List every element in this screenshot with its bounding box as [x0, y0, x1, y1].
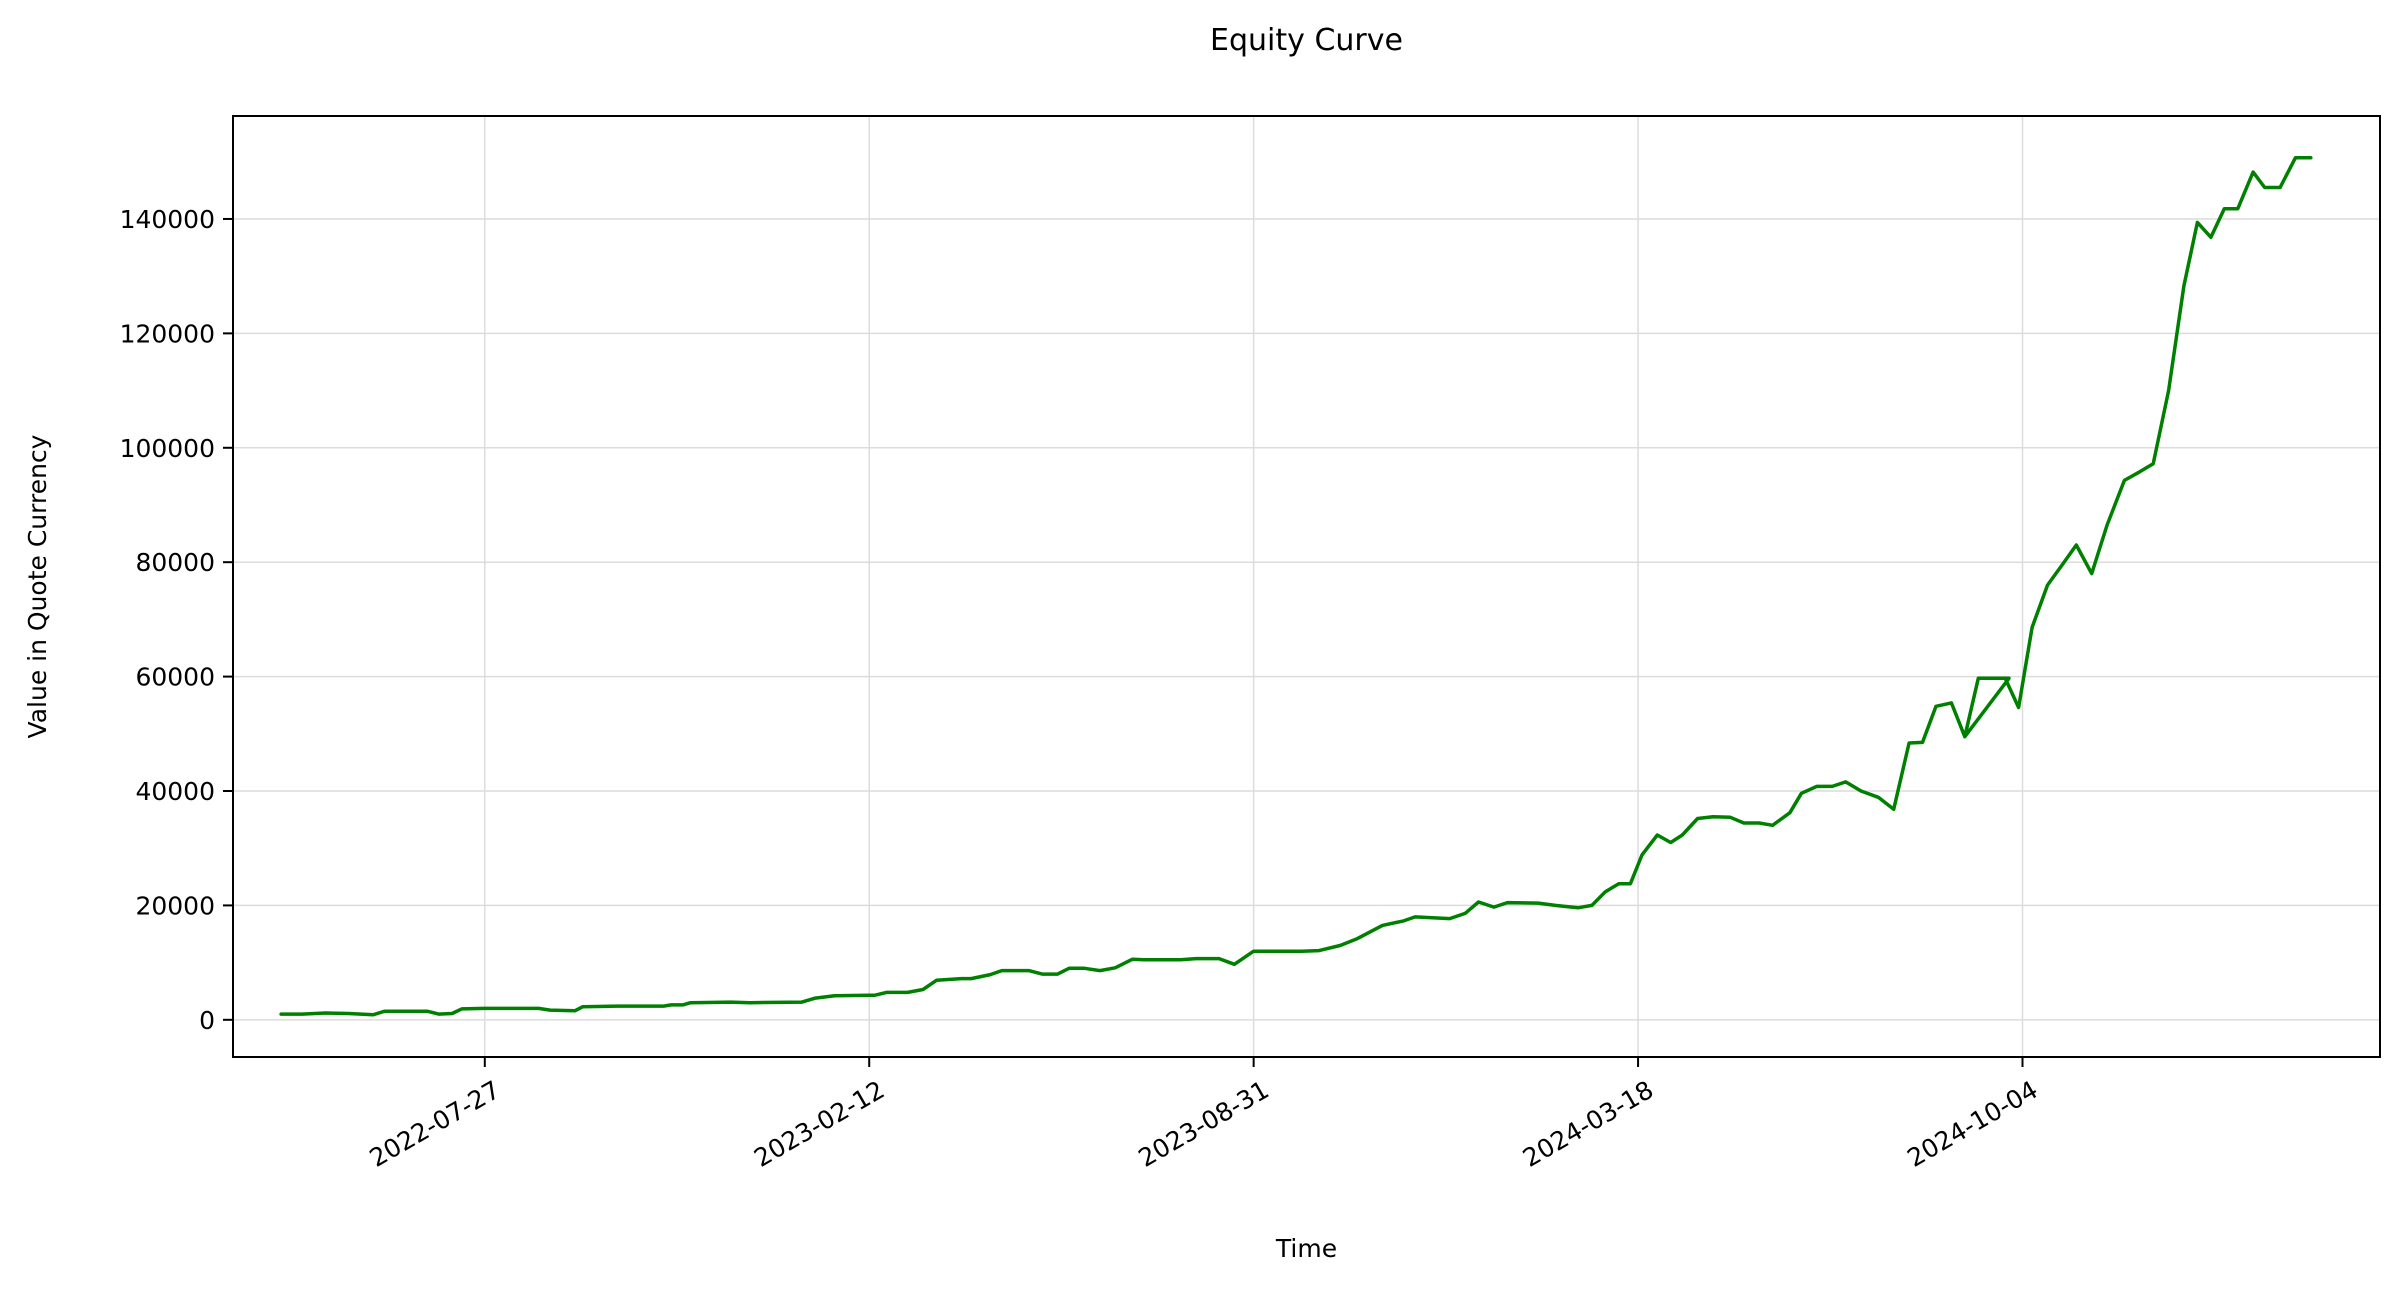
equity-line [279, 156, 2313, 1017]
y-tick-label: 40000 [135, 777, 215, 806]
plot-frame [232, 115, 2381, 1058]
plot-series [279, 156, 2313, 1017]
y-tick-label: 80000 [135, 548, 215, 577]
y-tick-label: 120000 [120, 319, 215, 348]
chart-title: Equity Curve [1210, 23, 1403, 58]
y-tick-label: 60000 [135, 663, 215, 692]
y-tick-label: 140000 [120, 205, 215, 234]
grid-lines [233, 116, 2380, 1057]
y-axis: 0 20000 40000 60000 80000 100000 120000 140000 [120, 205, 233, 1035]
y-axis-title: Value in Quote Currency [23, 434, 52, 738]
x-axis-title: Time [1275, 1234, 1337, 1263]
y-tick-label: 0 [199, 1006, 215, 1035]
y-tick-label: 20000 [135, 891, 215, 920]
y-tick-label: 100000 [120, 434, 215, 463]
